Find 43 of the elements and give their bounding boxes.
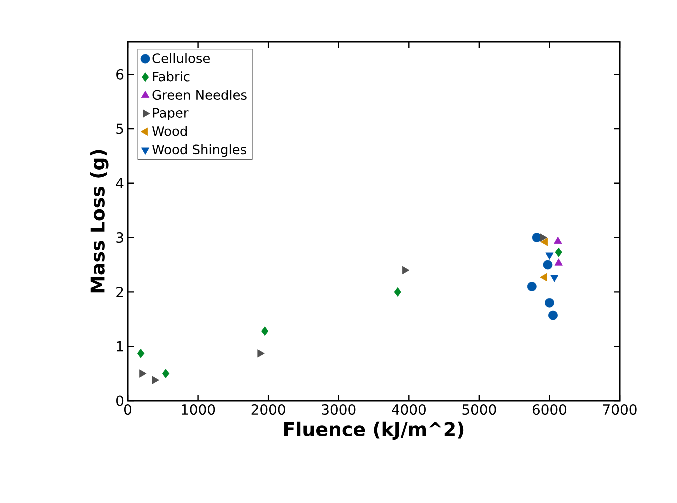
y-tick-label: 2 bbox=[116, 287, 124, 298]
legend-label: Green Needles bbox=[152, 90, 247, 100]
point bbox=[554, 236, 562, 244]
point bbox=[545, 298, 554, 308]
point bbox=[140, 370, 147, 378]
point bbox=[540, 273, 548, 282]
y-axis-title: Mass Loss (g) bbox=[90, 150, 109, 293]
x-tick-label: 4000 bbox=[392, 404, 426, 416]
point bbox=[543, 260, 553, 270]
y-tick-label: 1 bbox=[117, 342, 124, 352]
x-tick-label: 6000 bbox=[532, 404, 567, 416]
x-tick-label: 1000 bbox=[182, 404, 216, 416]
y-tick-label: 5 bbox=[116, 124, 124, 134]
point bbox=[554, 258, 563, 266]
point bbox=[162, 369, 170, 378]
y-tick-label: 4 bbox=[116, 178, 124, 188]
x-tick-label: 5000 bbox=[462, 404, 496, 416]
point bbox=[261, 326, 269, 336]
x-tick-label: 2000 bbox=[252, 404, 286, 416]
legend-label: Wood bbox=[152, 126, 187, 136]
point bbox=[540, 238, 548, 246]
point bbox=[548, 310, 558, 320]
y-tick-label: 3 bbox=[116, 232, 124, 244]
point bbox=[527, 282, 537, 292]
point bbox=[550, 275, 559, 282]
point bbox=[555, 248, 562, 258]
x-tick-label: 7000 bbox=[603, 404, 637, 416]
legend-label: Paper bbox=[153, 108, 189, 120]
point bbox=[546, 252, 554, 260]
point bbox=[152, 376, 160, 384]
legend-label: Cellulose bbox=[152, 53, 210, 64]
point bbox=[402, 266, 410, 275]
x-tick-label: 0 bbox=[124, 404, 132, 416]
y-tick-label: 6 bbox=[116, 69, 124, 80]
y-tick-label: 0 bbox=[116, 396, 124, 406]
legend-label: Fabric bbox=[153, 72, 190, 82]
point bbox=[258, 350, 265, 358]
point bbox=[540, 234, 548, 242]
legend-label: Wood Shingles bbox=[152, 144, 246, 158]
x-axis-title: Fluence (kJ/m^2) bbox=[284, 422, 464, 440]
point bbox=[137, 348, 145, 358]
x-tick-label: 3000 bbox=[322, 404, 356, 416]
point bbox=[394, 287, 402, 297]
